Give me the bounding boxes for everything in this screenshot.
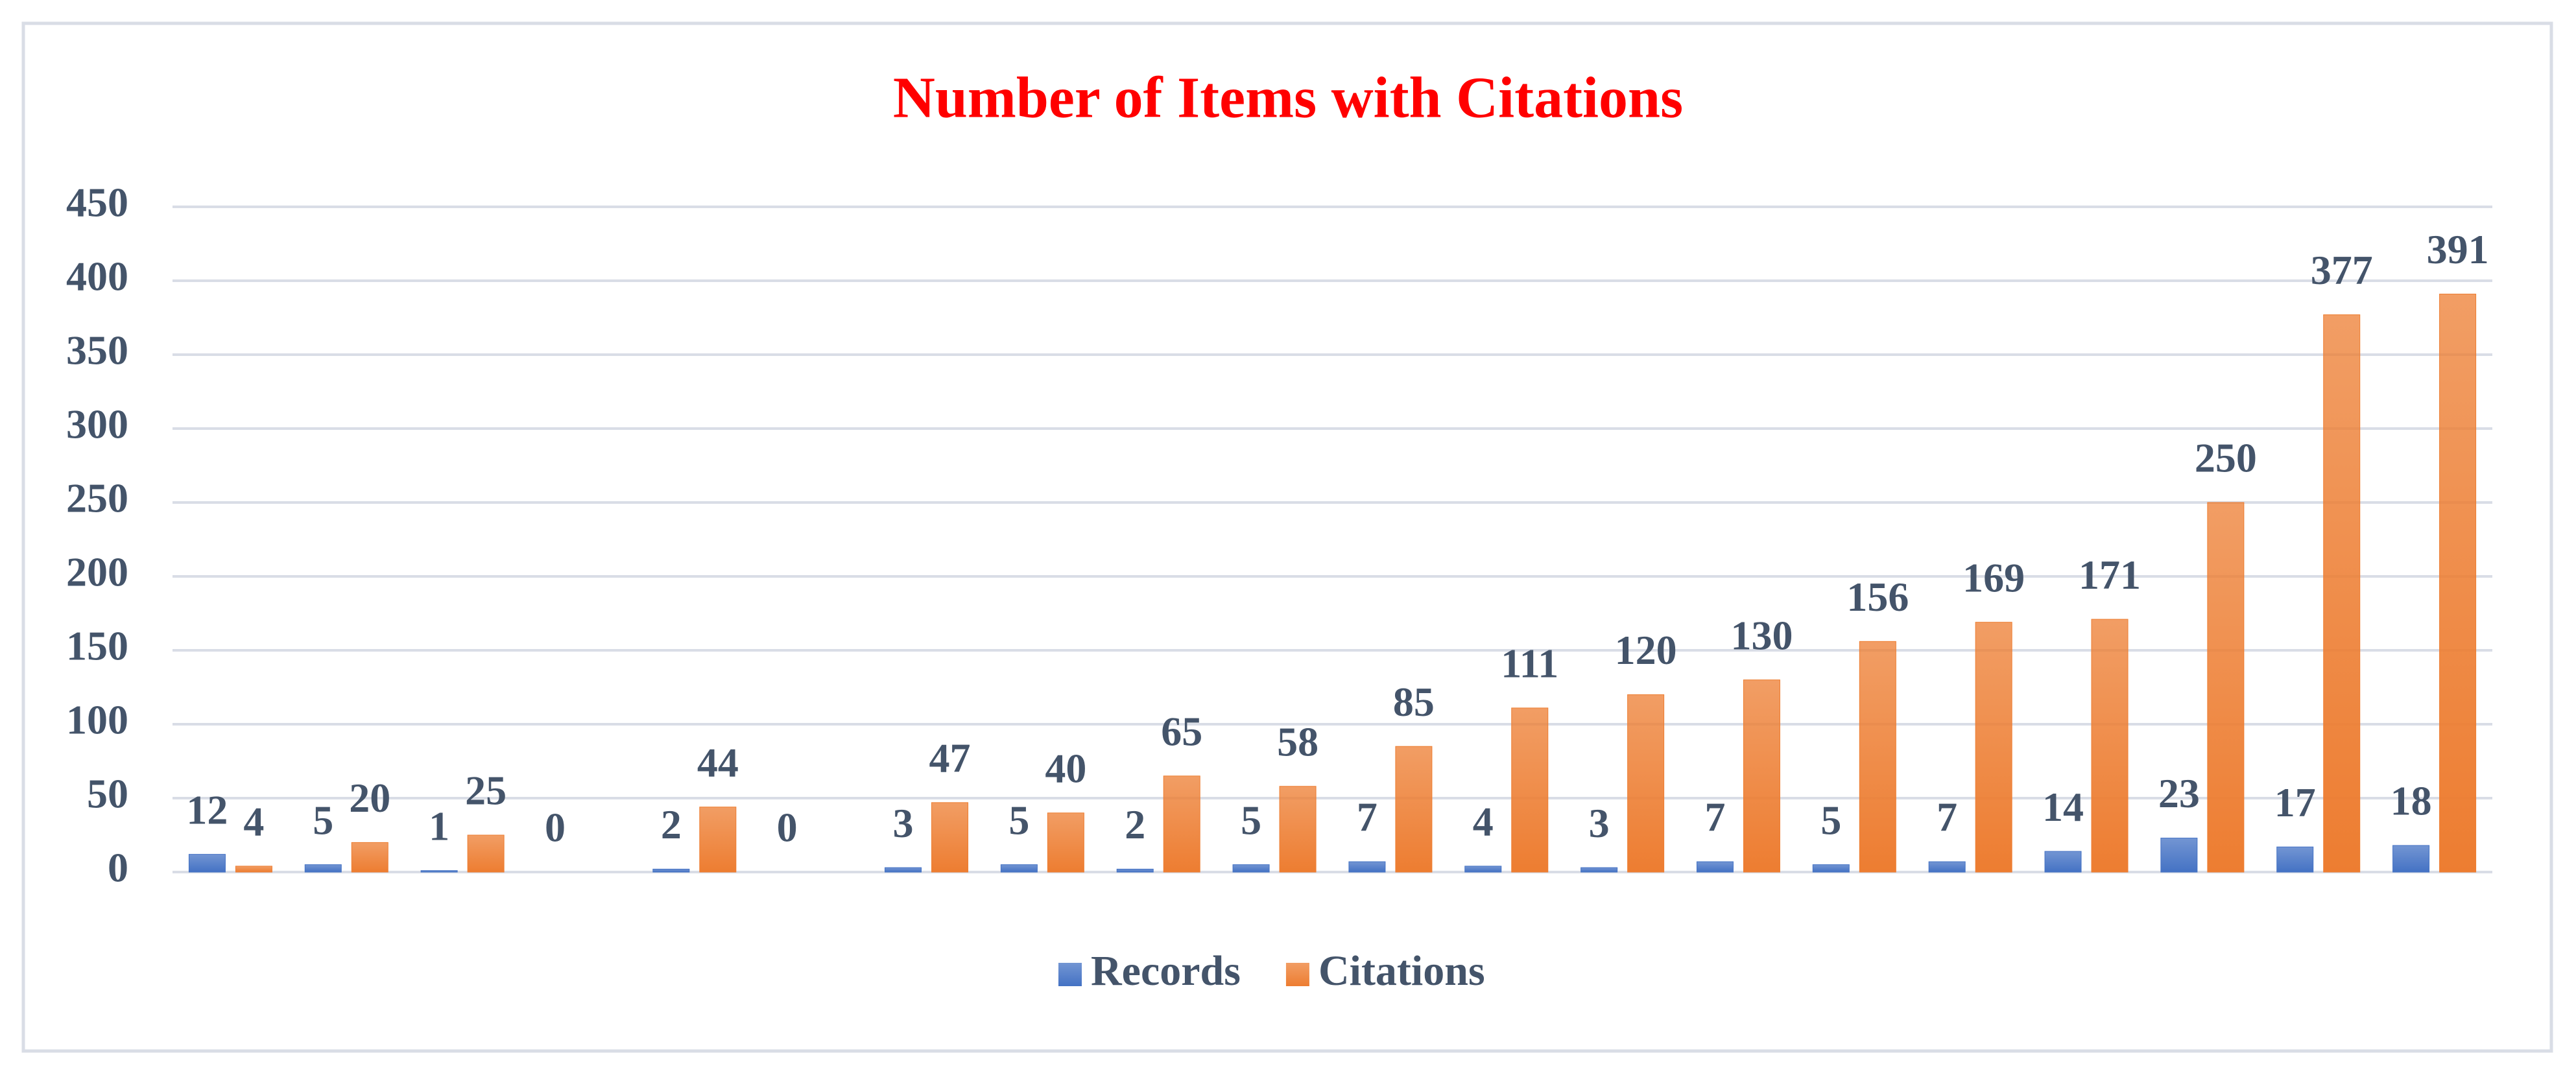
- y-tick-label: 350: [66, 327, 128, 373]
- bar: [2392, 845, 2430, 873]
- data-label: 44: [697, 739, 739, 785]
- bar: [1464, 866, 1502, 873]
- y-tick-label: 250: [66, 475, 128, 521]
- data-label: 17: [2274, 779, 2316, 825]
- bar: [2323, 314, 2361, 873]
- bar: [1163, 775, 1200, 873]
- bar: [2160, 838, 2198, 873]
- y-tick-label: 400: [66, 254, 128, 300]
- y-tick-label: 50: [87, 771, 128, 817]
- data-label: 391: [2427, 226, 2489, 272]
- bar: [1975, 622, 2012, 873]
- data-label: 7: [1937, 794, 1957, 840]
- bar: [2439, 294, 2477, 873]
- y-tick-label: 300: [66, 401, 128, 447]
- data-label: 5: [313, 797, 333, 843]
- bar: [351, 842, 388, 873]
- data-label: 156: [1846, 574, 1909, 620]
- y-tick-label: 450: [66, 180, 128, 226]
- data-label: 20: [349, 775, 390, 821]
- bar: [188, 854, 226, 873]
- bar: [2207, 502, 2245, 873]
- legend-label: Records: [1091, 947, 1241, 995]
- bar: [1928, 861, 1966, 873]
- bar: [2044, 851, 2082, 873]
- data-label: 2: [661, 801, 682, 847]
- bar: [1580, 867, 1618, 873]
- bar: [467, 834, 505, 873]
- bar: [2091, 619, 2129, 873]
- data-label: 171: [2079, 552, 2141, 598]
- data-label: 250: [2195, 435, 2257, 481]
- data-label: 14: [2042, 784, 2084, 830]
- data-label: 12: [186, 786, 228, 833]
- legend-label: Citations: [1318, 947, 1485, 995]
- data-label: 7: [1704, 794, 1725, 840]
- data-label: 377: [2311, 247, 2373, 293]
- data-label: 40: [1045, 745, 1086, 791]
- data-label: 1: [429, 803, 449, 849]
- bar: [1000, 864, 1038, 873]
- bar: [1232, 864, 1270, 873]
- bar: [420, 870, 458, 873]
- bar: [1812, 864, 1850, 873]
- bar: [1696, 861, 1734, 873]
- y-tick-label: 200: [66, 549, 128, 595]
- bar: [1395, 746, 1433, 873]
- bar: [2276, 846, 2314, 873]
- data-label: 5: [1820, 797, 1841, 843]
- data-label: 169: [1962, 554, 2025, 600]
- data-label: 111: [1501, 641, 1558, 687]
- bar: [652, 868, 690, 873]
- bar: [1348, 861, 1386, 873]
- bar: [304, 864, 342, 873]
- data-label: 3: [1589, 800, 1610, 846]
- data-label: 5: [1241, 797, 1261, 843]
- data-label: 120: [1615, 627, 1677, 673]
- legend-marker: [1058, 963, 1082, 986]
- data-label: 23: [2158, 770, 2200, 816]
- bar: [1047, 812, 1084, 873]
- legend-marker: [1285, 963, 1309, 986]
- y-tick-label: 0: [108, 845, 128, 891]
- data-label: 0: [545, 805, 566, 851]
- data-label: 65: [1161, 708, 1202, 754]
- data-label: 18: [2391, 778, 2432, 824]
- data-label: 25: [465, 768, 507, 814]
- bar: [1116, 868, 1154, 873]
- data-label: 47: [929, 735, 971, 781]
- chart-border: [21, 21, 2553, 1053]
- bar: [699, 807, 737, 873]
- chart-title: Number of Items with Citations: [893, 66, 1683, 130]
- bar: [1511, 707, 1549, 873]
- data-label: 7: [1357, 794, 1377, 840]
- y-tick-label: 150: [66, 623, 128, 669]
- data-label: 58: [1277, 718, 1318, 764]
- data-label: 5: [1008, 797, 1029, 843]
- bar: [1627, 694, 1665, 873]
- bar: [885, 867, 922, 873]
- bar: [1279, 786, 1317, 873]
- data-label: 4: [243, 799, 264, 845]
- data-label: 130: [1730, 612, 1793, 658]
- bar: [1859, 641, 1896, 873]
- bar: [1743, 679, 1780, 873]
- bar: [931, 802, 969, 873]
- data-label: 2: [1125, 801, 1145, 847]
- y-tick-label: 100: [66, 697, 128, 743]
- bar: [235, 866, 272, 873]
- data-label: 4: [1473, 799, 1494, 845]
- data-label: 85: [1393, 679, 1435, 725]
- data-label: 3: [893, 800, 914, 846]
- data-label: 0: [777, 805, 798, 851]
